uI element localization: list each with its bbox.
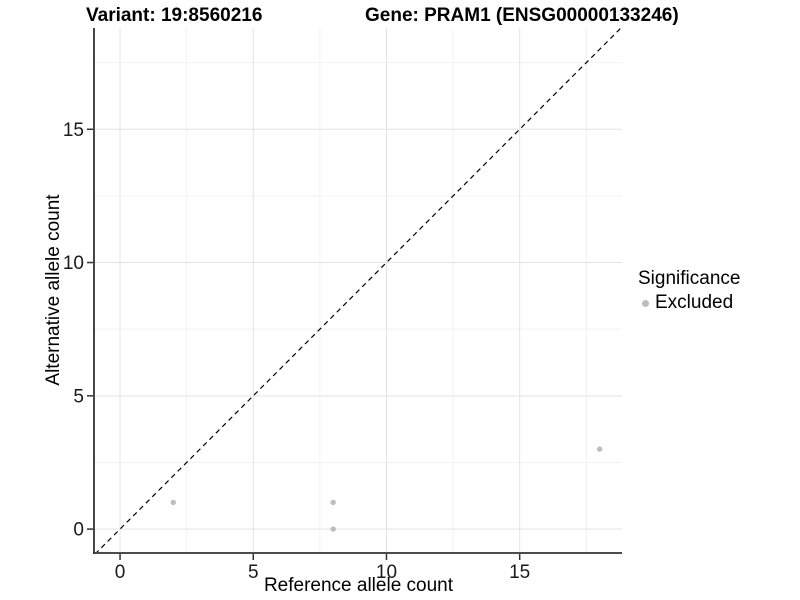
x-tick-label: 10	[376, 562, 397, 583]
data-point	[596, 446, 603, 452]
plot-title-variant: Variant: 19:8560216	[86, 5, 263, 26]
identity-reference-line	[96, 28, 622, 552]
legend-title: Significance	[638, 268, 741, 289]
x-tick-label: 0	[115, 562, 126, 583]
y-tick-label: 0	[73, 520, 84, 541]
legend-item-excluded: Excluded	[638, 292, 740, 314]
x-tick-label: 5	[248, 562, 259, 583]
legend-item-label: Excluded	[655, 292, 734, 313]
data-point	[330, 499, 336, 506]
data-point	[170, 499, 177, 506]
legend-point-icon	[642, 299, 649, 307]
y-tick-label: 10	[63, 253, 84, 274]
y-tick-label: 5	[73, 386, 84, 407]
legend: Significance Excluded	[638, 268, 740, 314]
data-point	[330, 526, 336, 532]
y-tick-label: 15	[63, 120, 84, 141]
y-axis-title: Alternative allele count	[43, 194, 64, 386]
x-axis-title: Reference allele count	[263, 575, 454, 596]
x-tick-label: 15	[509, 562, 530, 583]
plot-title-gene: Gene: PRAM1 (ENSG00000133246)	[365, 5, 679, 26]
